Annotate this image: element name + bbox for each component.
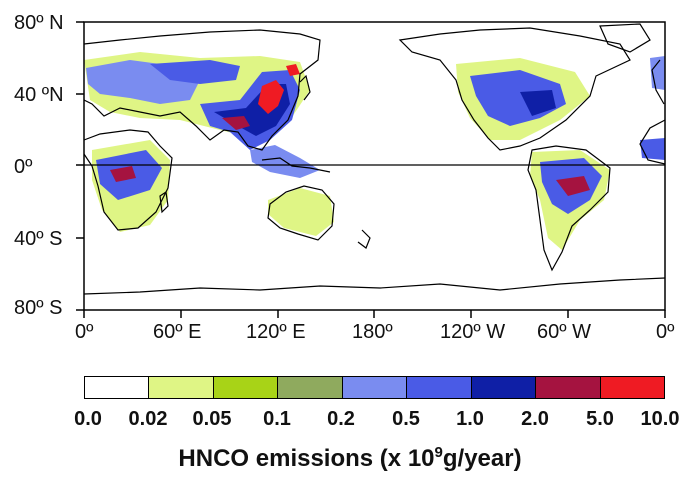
- legend-swatch: [85, 377, 150, 398]
- emission-africa-red: [110, 166, 136, 182]
- emission-s-america-red: [556, 176, 590, 196]
- coast-se-asia-islands: [261, 157, 331, 173]
- legend-tick: 0.2: [327, 408, 355, 430]
- lon-label-60w: 60º W: [537, 321, 591, 343]
- lon-label-120e: 120º E: [246, 321, 306, 343]
- legend-title-exponent: 9: [434, 444, 443, 461]
- legend-swatch: [471, 377, 537, 398]
- lon-label-0: 0º: [75, 321, 94, 343]
- legend-swatch: [536, 377, 601, 398]
- legend-swatch: [407, 377, 472, 398]
- legend-tick: 10.0: [640, 408, 680, 430]
- legend-tick: 0.1: [263, 408, 291, 430]
- lon-label-120w: 120º W: [440, 321, 506, 343]
- coast-south-america: [527, 145, 611, 272]
- lat-label-0: 0º: [14, 156, 33, 178]
- lon-label-60e: 60º E: [153, 321, 202, 343]
- axis-ticks: [76, 21, 666, 318]
- emissions-map: [76, 21, 666, 318]
- lon-label-0-east: 0º: [656, 321, 675, 343]
- legend-swatch: [149, 377, 214, 398]
- coastlines: [83, 23, 666, 295]
- emission-us-east: [520, 90, 556, 116]
- legend-title: HNCO emissions (x 109g/year): [0, 444, 700, 473]
- lat-label-40s: 40º S: [14, 228, 63, 250]
- emission-russia: [150, 60, 240, 84]
- emission-china-red: [258, 80, 284, 114]
- coast-eurasia: [83, 29, 321, 151]
- legend-tick: 5.0: [586, 408, 614, 430]
- coast-madagascar: [159, 190, 169, 214]
- legend-tick: 0.5: [392, 408, 420, 430]
- emission-ne-russia: [286, 64, 300, 76]
- legend-swatch: [342, 377, 408, 398]
- legend-swatch: [213, 377, 279, 398]
- legend-tick: 0.0: [74, 408, 102, 430]
- lat-label-80s: 80º S: [14, 297, 63, 319]
- legend-tick: 2.0: [521, 408, 549, 430]
- legend-colorbar: [84, 376, 665, 399]
- lon-label-180: 180º: [352, 321, 393, 343]
- coast-europe-edge: [651, 59, 665, 105]
- legend-tick: 1.0: [456, 408, 484, 430]
- emission-layer: [84, 52, 665, 250]
- coast-japan: [299, 74, 311, 101]
- legend-swatch: [600, 377, 664, 398]
- coast-greenland: [599, 23, 651, 53]
- legend-title-prefix: HNCO emissions (x 10: [178, 445, 435, 472]
- legend-tick: 0.05: [192, 408, 232, 430]
- legend-title-suffix: g/year): [442, 445, 522, 472]
- coast-west-africa-edge: [639, 119, 666, 165]
- coast-australia: [267, 185, 335, 241]
- coast-africa: [83, 129, 173, 231]
- coast-new-zealand: [357, 229, 371, 249]
- coast-north-america: [398, 27, 631, 151]
- lat-label-40n: 40 ºN: [14, 84, 64, 106]
- legend-swatch: [278, 377, 343, 398]
- legend-tick: 0.02: [128, 408, 168, 430]
- lat-label-80n: 80º N: [14, 12, 64, 34]
- emission-india-red: [222, 116, 250, 130]
- emission-west-africa-edge: [640, 138, 665, 160]
- coast-antarctica: [83, 277, 666, 295]
- emission-australia: [268, 188, 334, 236]
